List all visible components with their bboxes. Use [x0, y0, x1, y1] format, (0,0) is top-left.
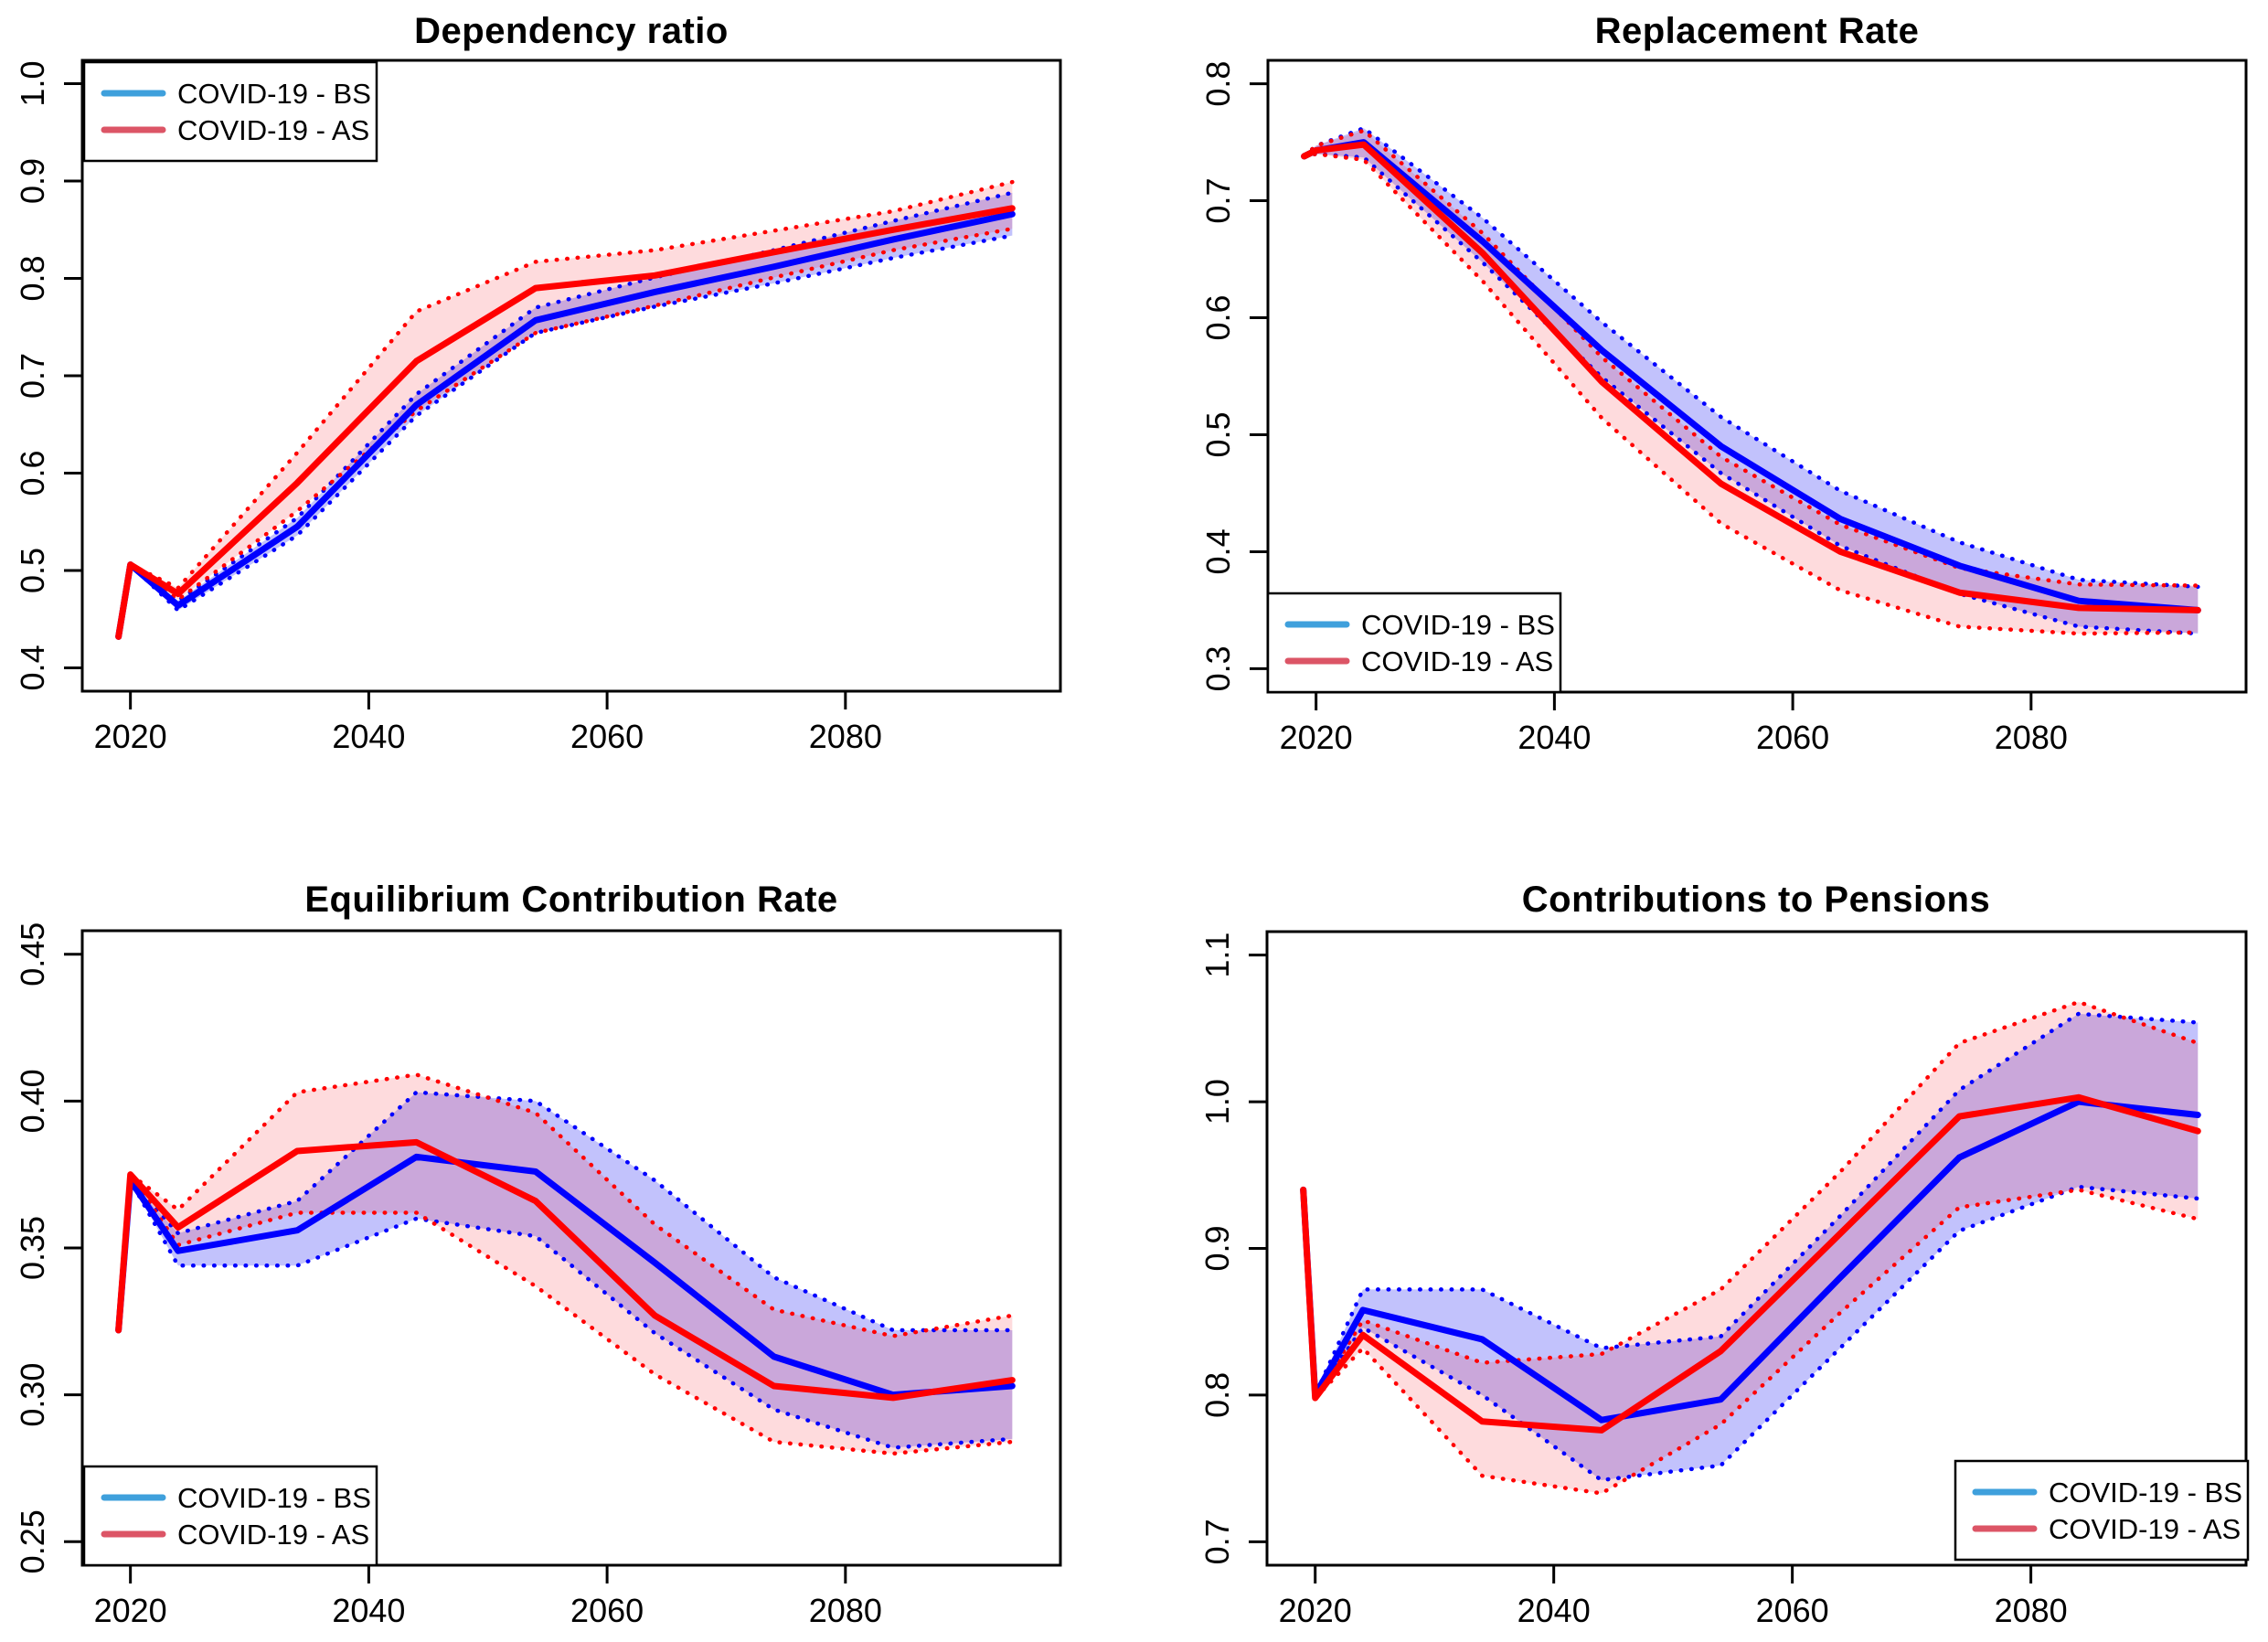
x-tick-label: 2080	[1995, 1592, 2068, 1629]
bs-band-upper-edge	[116, 190, 1015, 639]
chart-replacement-rate: 2020 2040 2060 2080 0.3 0.4 0.5 0.6 0.7 0.8 COVID-…	[1199, 59, 2248, 756]
x-tick-label: 2080	[809, 1592, 882, 1629]
x-tick-label: 2020	[94, 718, 167, 755]
chart-contributions-to-pensions: 2020 2040 2060 2080 0.7 0.8 0.9 1.0 1.1 COVID-19 …	[1198, 930, 2250, 1629]
legend-bs-label: COVID-19 - BS	[1361, 609, 1555, 641]
legend: COVID-19 - BS COVID-19 - AS	[82, 1465, 378, 1567]
y-tick-label: 0.7	[1198, 1519, 1236, 1564]
y-tick-label: 0.8	[1198, 1372, 1236, 1418]
y-tick-label: 0.6	[14, 450, 51, 496]
as-band-lower-edge	[116, 226, 1015, 639]
legend-bs-label: COVID-19 - BS	[177, 78, 371, 110]
y-tick-label: 0.6	[1199, 294, 1237, 340]
as-band-upper-edge	[1302, 128, 2200, 588]
y-tick-label: 0.4	[1199, 528, 1237, 574]
y-tick-label: 1.0	[14, 61, 51, 107]
x-tick-label: 2040	[332, 718, 405, 755]
x-tick-label: 2040	[1517, 1592, 1591, 1629]
as-band-upper-edge	[116, 179, 1015, 639]
legend-as-label: COVID-19 - AS	[2049, 1513, 2241, 1545]
legend-box	[82, 60, 378, 163]
x-tick-label: 2020	[1280, 719, 1353, 756]
as-line	[115, 205, 1016, 640]
chart-dependency-ratio: 2020 2040 2060 2080 0.4 0.5 0.6 0.7 0.8 0.9 1.0 COV…	[14, 59, 1062, 755]
x-tick-label: 2040	[1517, 719, 1591, 756]
as-line	[115, 1138, 1016, 1402]
y-tick-label: 0.4	[14, 645, 51, 690]
as-confidence-band	[118, 182, 1013, 637]
y-tick-label: 0.45	[14, 922, 51, 986]
y-tick-label: 0.9	[14, 158, 51, 204]
chart-title-contributions-to-pensions: Contributions to Pensions	[1521, 880, 1991, 920]
legend-box	[82, 1465, 378, 1567]
y-tick-label: 0.5	[1199, 411, 1237, 457]
y-tick-label: 0.35	[14, 1216, 51, 1280]
chart-equilibrium-contribution-rate: 2020 2040 2060 2080 0.25 0.30 0.35 0.40 0.45 COVI…	[14, 922, 1062, 1629]
bs-band-upper-edge	[1301, 1011, 2200, 1396]
x-tick-label: 2080	[809, 718, 882, 755]
x-tick-label: 2020	[1279, 1592, 1352, 1629]
y-tick-label: 0.25	[14, 1509, 51, 1573]
x-tick-label: 2020	[94, 1592, 167, 1629]
legend-as-label: COVID-19 - AS	[177, 114, 369, 146]
as-band-upper-edge	[1301, 999, 2200, 1405]
bs-band-lower-edge	[116, 1173, 1015, 1450]
bs-band-upper-edge	[116, 1090, 1015, 1333]
y-tick-label: 1.0	[1198, 1079, 1236, 1125]
bs-band-lower-edge	[1301, 1184, 2200, 1483]
y-tick-label: 0.7	[14, 353, 51, 399]
chart-title-dependency-ratio: Dependency ratio	[414, 11, 729, 51]
y-tick-label: 0.40	[14, 1069, 51, 1133]
bs-confidence-band	[118, 192, 1013, 637]
as-line	[1301, 141, 2201, 613]
x-tick-label: 2060	[570, 718, 644, 755]
bs-confidence-band	[1304, 128, 2199, 634]
as-band-lower-edge	[1302, 152, 2200, 636]
y-tick-label: 0.9	[1198, 1225, 1236, 1271]
bs-line	[115, 1153, 1016, 1399]
as-band-lower-edge	[116, 1168, 1015, 1456]
bs-confidence-band	[1303, 1013, 2199, 1480]
legend-bs-label: COVID-19 - BS	[177, 1482, 371, 1514]
as-line	[1300, 1093, 2201, 1434]
legend-box	[1954, 1459, 2250, 1562]
chart-title-equilibrium-contribution-rate: Equilibrium Contribution Rate	[304, 880, 838, 920]
bs-band-lower-edge	[1302, 152, 2200, 636]
y-tick-label: 0.3	[1199, 645, 1237, 691]
as-confidence-band	[1304, 130, 2199, 634]
legend: COVID-19 - BS COVID-19 - AS	[1266, 592, 1562, 694]
legend: COVID-19 - BS COVID-19 - AS	[1954, 1459, 2250, 1562]
y-tick-label: 0.7	[1199, 178, 1237, 224]
legend-box	[1266, 592, 1562, 694]
y-tick-label: 0.8	[14, 255, 51, 301]
as-band-upper-edge	[116, 1072, 1015, 1338]
legend-as-label: COVID-19 - AS	[177, 1519, 369, 1551]
y-tick-label: 1.1	[1198, 933, 1236, 978]
y-tick-label: 0.30	[14, 1363, 51, 1427]
legend: COVID-19 - BS COVID-19 - AS	[82, 60, 378, 163]
plot-box	[1266, 59, 2248, 694]
legend-bs-label: COVID-19 - BS	[2049, 1477, 2242, 1509]
x-tick-label: 2060	[1756, 719, 1829, 756]
x-tick-label: 2080	[1995, 719, 2068, 756]
chart-title-replacement-rate: Replacement Rate	[1594, 11, 1920, 51]
y-tick-label: 0.8	[1199, 61, 1237, 107]
y-tick-label: 0.5	[14, 548, 51, 593]
bs-line	[115, 210, 1016, 640]
x-tick-label: 2060	[1756, 1592, 1829, 1629]
legend-as-label: COVID-19 - AS	[1361, 645, 1553, 677]
bs-line	[1300, 1098, 2201, 1423]
x-tick-label: 2060	[570, 1592, 644, 1629]
x-tick-label: 2040	[332, 1592, 405, 1629]
as-band-lower-edge	[1301, 1188, 2200, 1496]
